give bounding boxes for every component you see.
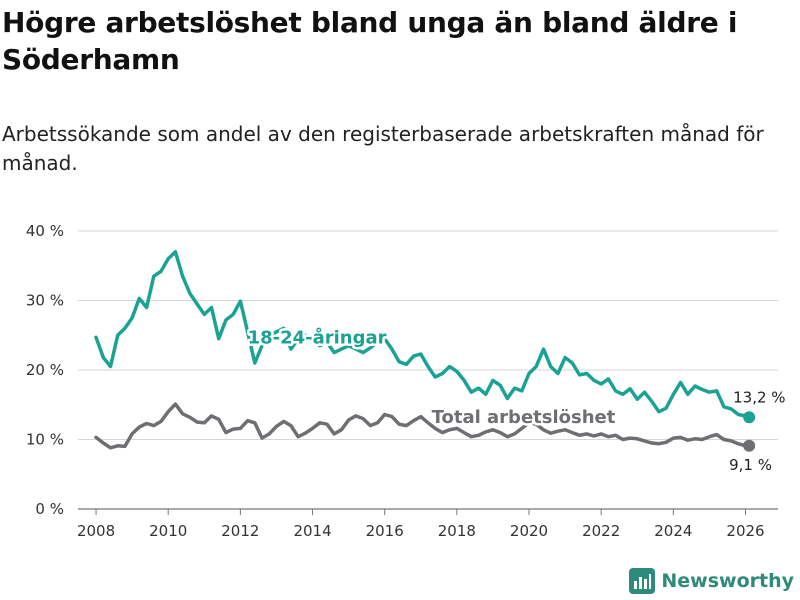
chart-title: Högre arbetslöshet bland unga än bland ä… xyxy=(2,6,738,76)
x-tick-label: 2024 xyxy=(654,522,692,540)
end-value-label-total: 9,1 % xyxy=(729,456,772,474)
x-tick-label: 2012 xyxy=(221,522,259,540)
series-label-youth: 18-24-åringar xyxy=(248,327,387,349)
y-tick-label: 10 % xyxy=(26,431,64,449)
x-tick-label: 2026 xyxy=(726,522,764,540)
series-line-total xyxy=(94,402,751,450)
brand-name: Newsworthy xyxy=(661,570,794,592)
x-tick-label: 2014 xyxy=(293,522,331,540)
end-point-total xyxy=(743,439,756,452)
x-tick-label: 2016 xyxy=(366,522,404,540)
y-tick-label: 40 % xyxy=(26,222,64,240)
series-label-total: Total arbetslöshet xyxy=(432,407,616,428)
series-lines xyxy=(94,250,756,452)
end-value-label-youth: 13,2 % xyxy=(733,388,785,406)
axes: 0 % 10 % 20 % 30 % 40 % 2008 2010 2012 2014 2016 2… xyxy=(26,222,765,540)
series-line-youth xyxy=(94,250,751,420)
y-tick-label: 30 % xyxy=(26,292,64,310)
newsworthy-logo-icon xyxy=(629,568,656,594)
x-tick-label: 2010 xyxy=(149,522,187,540)
x-tick-label: 2018 xyxy=(438,522,476,540)
x-tick-label: 2008 xyxy=(77,522,115,540)
x-tick-label: 2020 xyxy=(510,522,548,540)
x-tick-label: 2022 xyxy=(582,522,620,540)
gridlines xyxy=(78,230,778,510)
y-tick-label: 0 % xyxy=(35,500,64,518)
end-point-youth xyxy=(743,411,756,424)
brand-logo[interactable]: Newsworthy xyxy=(629,568,794,594)
series-labels: 9,1 % 13,2 % Total arbetslöshet 18-24-åring… xyxy=(245,324,785,474)
chart-subtitle: Arbetssökande som andel av den registerb… xyxy=(2,122,764,175)
y-tick-label: 20 % xyxy=(26,361,64,379)
